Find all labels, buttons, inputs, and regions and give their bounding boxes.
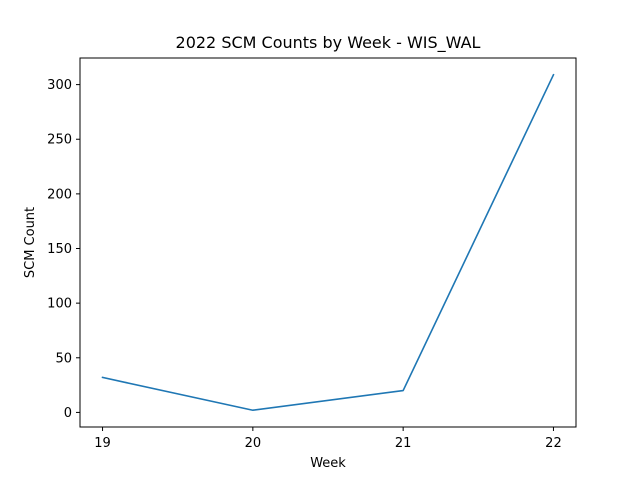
y-axis-ticks: 0 50 100 150 200 250 300: [47, 78, 80, 421]
y-tick-label: 50: [55, 351, 72, 366]
plot-area-frame: [79, 57, 577, 428]
y-tick-label: 150: [47, 242, 72, 257]
series-line: [101, 73, 555, 412]
series-layer: [101, 73, 555, 412]
y-tick-label: 0: [64, 406, 72, 421]
y-tick-label: 100: [47, 297, 72, 312]
chart-title: 2022 SCM Counts by Week - WIS_WAL: [176, 33, 481, 53]
y-tick-label: 300: [47, 78, 72, 93]
x-axis-ticks: 19 20 21 22: [94, 427, 562, 451]
y-tick-label: 250: [47, 133, 72, 148]
x-tick-label: 20: [245, 436, 262, 451]
x-tick-label: 22: [545, 436, 562, 451]
x-tick-label: 19: [94, 436, 111, 451]
x-axis-label: Week: [310, 456, 346, 471]
y-axis-label: SCM Count: [23, 207, 38, 278]
y-tick-label: 200: [47, 187, 72, 202]
x-tick-label: 21: [395, 436, 412, 451]
